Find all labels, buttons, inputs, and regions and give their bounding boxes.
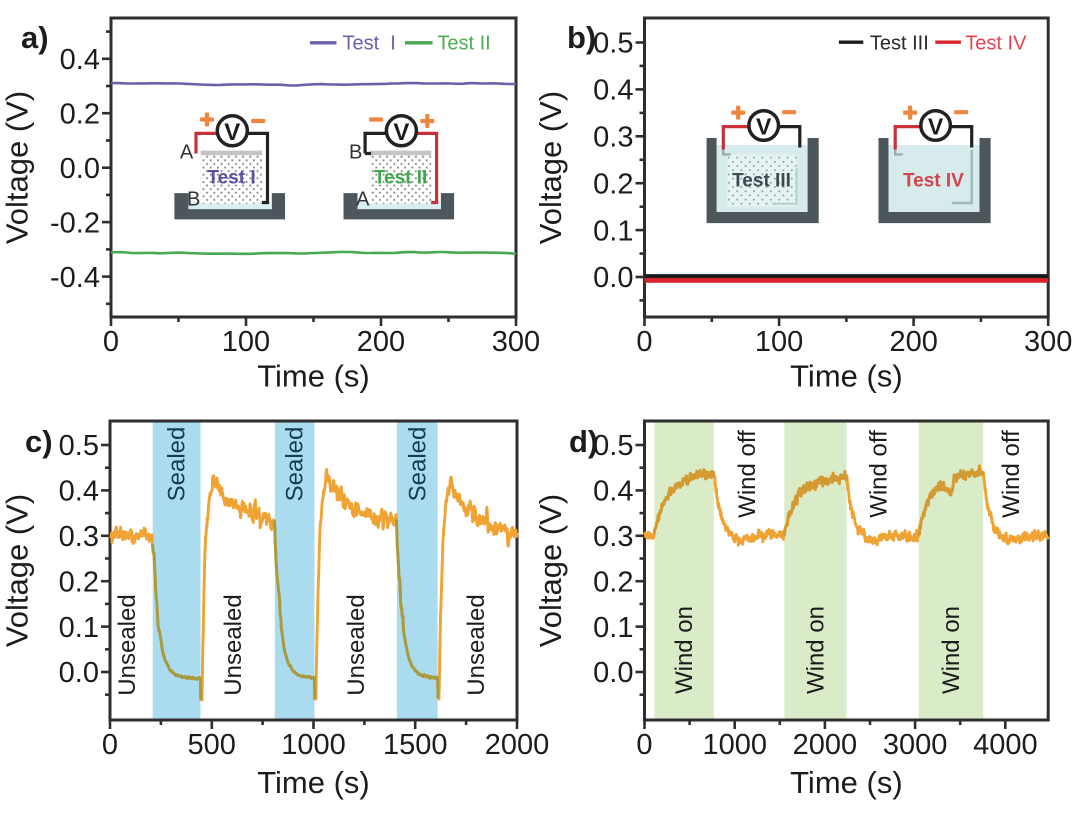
svg-text:2000: 2000 — [485, 729, 550, 761]
svg-text:0: 0 — [102, 729, 118, 761]
svg-text:Test IV: Test IV — [965, 33, 1027, 55]
svg-text:V: V — [756, 114, 772, 140]
svg-text:-0.4: -0.4 — [50, 262, 100, 294]
svg-text:300: 300 — [1024, 326, 1072, 358]
svg-text:Unsealed: Unsealed — [463, 594, 490, 695]
svg-text:0: 0 — [636, 729, 652, 761]
svg-text:100: 100 — [222, 326, 270, 358]
svg-text:0.3: 0.3 — [593, 122, 633, 154]
svg-text:Sealed: Sealed — [282, 427, 309, 502]
svg-text:Wind on: Wind on — [671, 606, 698, 694]
svg-text:Test II: Test II — [374, 168, 428, 189]
svg-text:d): d) — [569, 424, 598, 459]
svg-text:500: 500 — [188, 729, 236, 761]
svg-text:Unsealed: Unsealed — [220, 594, 247, 695]
svg-text:0: 0 — [103, 326, 119, 358]
svg-text:Test III: Test III — [732, 171, 791, 192]
svg-text:0.2: 0.2 — [593, 168, 633, 200]
svg-text:Test IV: Test IV — [903, 171, 964, 192]
svg-text:200: 200 — [889, 326, 937, 358]
svg-text:Voltage (V): Voltage (V) — [0, 494, 35, 647]
svg-text:0.4: 0.4 — [593, 476, 633, 508]
svg-text:0.3: 0.3 — [593, 521, 633, 553]
svg-text:4000: 4000 — [973, 729, 1038, 761]
svg-text:a): a) — [21, 20, 49, 55]
svg-text:Time (s): Time (s) — [257, 765, 370, 800]
svg-text:Time (s): Time (s) — [257, 358, 370, 393]
svg-text:0.2: 0.2 — [60, 98, 100, 130]
svg-text:c): c) — [25, 424, 53, 459]
svg-text:V: V — [928, 114, 944, 140]
svg-text:0.1: 0.1 — [593, 612, 633, 644]
svg-text:0.1: 0.1 — [593, 215, 633, 247]
svg-text:2000: 2000 — [793, 729, 858, 761]
svg-text:Time (s): Time (s) — [790, 358, 903, 393]
svg-text:V: V — [393, 119, 409, 146]
svg-text:0.5: 0.5 — [593, 430, 633, 462]
svg-text:Test III: Test III — [870, 33, 929, 55]
svg-text:Wind off: Wind off — [998, 430, 1025, 518]
svg-text:0.4: 0.4 — [60, 44, 100, 76]
svg-text:100: 100 — [755, 326, 803, 358]
svg-text:0.4: 0.4 — [593, 75, 633, 107]
svg-text:0.0: 0.0 — [60, 153, 100, 185]
svg-text:0.1: 0.1 — [59, 612, 99, 644]
svg-text:B: B — [349, 142, 362, 164]
svg-text:Voltage (V): Voltage (V) — [533, 494, 568, 647]
svg-text:300: 300 — [492, 326, 540, 358]
svg-text:Sealed: Sealed — [404, 427, 431, 502]
svg-text:Time (s): Time (s) — [790, 765, 903, 800]
svg-text:0.0: 0.0 — [593, 657, 633, 689]
svg-text:Wind on: Wind on — [938, 606, 965, 694]
svg-text:Test I: Test I — [343, 33, 396, 55]
svg-text:Test I: Test I — [207, 168, 255, 189]
svg-text:0.0: 0.0 — [593, 262, 633, 294]
svg-text:1000: 1000 — [702, 729, 767, 761]
svg-text:Wind on: Wind on — [802, 606, 829, 694]
svg-text:b): b) — [567, 20, 596, 55]
svg-text:Sealed: Sealed — [164, 427, 191, 502]
svg-text:B: B — [187, 189, 200, 211]
svg-text:0.2: 0.2 — [593, 566, 633, 598]
svg-text:0: 0 — [636, 326, 652, 358]
svg-text:Unsealed: Unsealed — [343, 594, 370, 695]
svg-text:0.3: 0.3 — [59, 521, 99, 553]
svg-text:1000: 1000 — [281, 729, 346, 761]
svg-text:Test II: Test II — [437, 33, 490, 55]
svg-text:Wind off: Wind off — [734, 430, 761, 518]
svg-text:200: 200 — [357, 326, 405, 358]
svg-text:-0.2: -0.2 — [50, 207, 100, 239]
svg-text:0.5: 0.5 — [59, 430, 99, 462]
svg-text:1500: 1500 — [383, 729, 448, 761]
svg-text:Wind off: Wind off — [865, 430, 892, 518]
svg-text:0.4: 0.4 — [59, 476, 99, 508]
svg-text:A: A — [356, 189, 370, 211]
svg-text:Voltage (V): Voltage (V) — [533, 91, 568, 244]
svg-text:A: A — [180, 142, 194, 164]
svg-text:V: V — [224, 119, 240, 146]
svg-text:0.0: 0.0 — [59, 657, 99, 689]
svg-text:3000: 3000 — [883, 729, 948, 761]
svg-text:Voltage (V): Voltage (V) — [0, 91, 35, 244]
svg-text:Unsealed: Unsealed — [114, 594, 141, 695]
svg-text:0.5: 0.5 — [593, 28, 633, 60]
svg-text:0.2: 0.2 — [59, 566, 99, 598]
